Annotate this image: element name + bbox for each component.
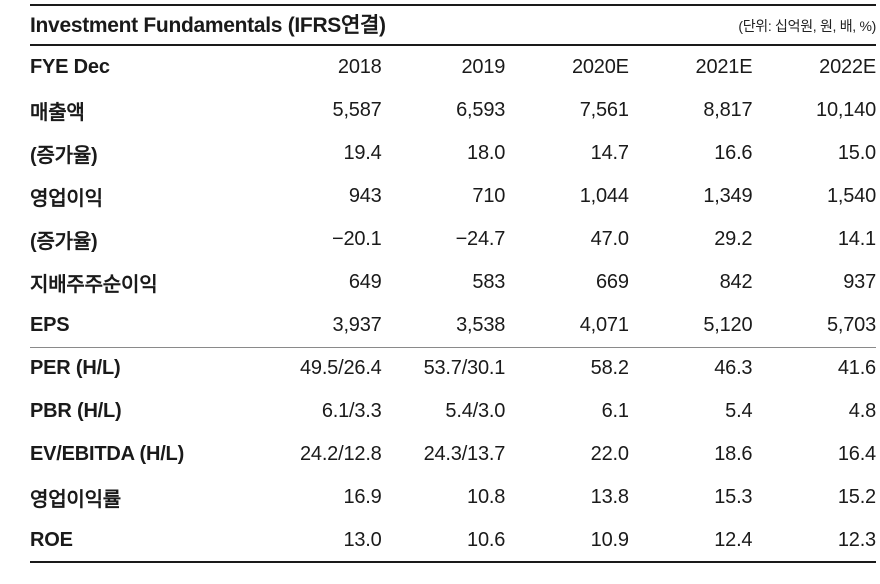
cell-value: 943 [348,185,382,208]
cell-value: 1,044 [579,185,629,208]
header-year-2020e: 2020E [571,56,629,79]
cell-value: 4.8 [848,400,876,423]
cell-value: 5,703 [826,313,876,336]
table-row: (증가율) −20.1 −24.7 47.0 29.2 14.1 [30,218,876,261]
cell-value: 649 [348,271,382,294]
fundamentals-table: FYE Dec 2018 2019 2020E 2021E 2022E 매출액 5… [30,46,876,564]
cell-value: −20.1 [331,228,382,251]
cell-value: 937 [843,271,876,294]
cell-value: 46.3 [628,346,753,391]
cell-value: 15.0 [837,142,876,165]
table-row: 영업이익률 16.9 10.8 13.8 15.3 15.2 [30,476,876,519]
cell-value: 18.6 [714,443,753,466]
cell-value: 5,587 [332,99,382,122]
cell-value: 19.4 [343,142,382,165]
table-body: 매출액 5,587 6,593 7,561 8,817 10,140 (증가율) 19.4 18… [30,89,876,562]
header-year-2018: 2018 [337,56,382,79]
cell-value: 58.2 [505,346,629,391]
row-label: EPS [30,313,70,336]
table-title: Investment Fundamentals (IFRS연결) [30,14,386,37]
cell-value: 12.3 [837,528,876,551]
cell-value: 710 [472,185,506,208]
cell-value: 41.6 [752,346,876,391]
cell-value: 22.0 [590,443,629,466]
cell-value: 5.4/3.0 [445,400,506,423]
table-row: EPS 3,937 3,538 4,071 5,120 5,703 [30,304,876,347]
row-label: ROE [30,528,73,551]
cell-value: 29.2 [714,228,753,251]
cell-value: 3,937 [332,313,382,336]
table-header-row: FYE Dec 2018 2019 2020E 2021E 2022E [30,46,876,89]
table-title-bar: Investment Fundamentals (IFRS연결) (단위: 십억… [30,4,876,47]
cell-value: 6,593 [456,99,506,122]
unit-note: (단위: 십억원, 원, 배, %) [738,18,876,35]
cell-value: 24.2/12.8 [299,443,382,466]
table-row: 매출액 5,587 6,593 7,561 8,817 10,140 [30,89,876,132]
row-label: 매출액 [30,102,85,125]
cell-value: 16.9 [343,486,382,509]
row-label: PBR (H/L) [30,400,122,423]
cell-value: 47.0 [590,228,629,251]
cell-value: 15.2 [837,486,876,509]
cell-value: 8,817 [703,99,753,122]
cell-value: 16.4 [837,443,876,466]
cell-value: 14.1 [837,228,876,251]
table-row: PBR (H/L) 6.1/3.3 5.4/3.0 6.1 5.4 4.8 [30,390,876,433]
row-label: EV/EBITDA (H/L) [30,443,185,466]
header-year-2022e: 2022E [819,56,876,79]
row-label: PER (H/L) [30,346,258,391]
table-row: PER (H/L) 49.5/26.4 53.7/30.1 58.2 46.3 41.6 [30,346,876,391]
table-row: ROE 13.0 10.6 10.9 12.4 12.3 [30,519,876,562]
cell-value: 1,349 [703,185,753,208]
cell-value: 6.1 [601,400,629,423]
cell-value: 4,071 [579,313,629,336]
cell-value: 49.5/26.4 [258,346,382,391]
header-year-2019: 2019 [461,56,506,79]
table-row: 영업이익 943 710 1,044 1,349 1,540 [30,175,876,218]
cell-value: 18.0 [467,142,506,165]
table-row: (증가율) 19.4 18.0 14.7 16.6 15.0 [30,132,876,175]
table-row: EV/EBITDA (H/L) 24.2/12.8 24.3/13.7 22.0 18.… [30,433,876,476]
cell-value: 16.6 [714,142,753,165]
cell-value: 669 [596,271,629,294]
cell-value: 7,561 [579,99,629,122]
row-label: 영업이익 [30,188,103,211]
header-fye-dec: FYE Dec [30,56,110,79]
cell-value: 13.0 [343,528,382,551]
investment-fundamentals-table: Investment Fundamentals (IFRS연결) (단위: 십억… [30,4,876,564]
cell-value: 583 [472,271,506,294]
cell-value: 13.8 [590,486,629,509]
table-row: 지배주주순이익 649 583 669 842 937 [30,261,876,304]
cell-value: 10,140 [816,99,876,122]
cell-value: 5.4 [725,400,753,423]
cell-value: 5,120 [703,313,753,336]
cell-value: 12.4 [714,528,753,551]
row-label: (증가율) [30,231,98,254]
cell-value: 3,538 [456,313,506,336]
cell-value: 14.7 [590,142,629,165]
cell-value: 10.9 [590,528,629,551]
cell-value: 53.7/30.1 [381,346,505,391]
cell-value: 15.3 [714,486,753,509]
cell-value: 842 [719,271,753,294]
row-label: 영업이익률 [30,489,121,512]
row-label: 지배주주순이익 [30,274,158,297]
cell-value: −24.7 [455,228,506,251]
cell-value: 24.3/13.7 [423,443,506,466]
row-label: (증가율) [30,145,98,168]
cell-value: 10.8 [467,486,506,509]
header-year-2021e: 2021E [695,56,753,79]
cell-value: 10.6 [467,528,506,551]
cell-value: 1,540 [826,185,876,208]
cell-value: 6.1/3.3 [321,400,382,423]
